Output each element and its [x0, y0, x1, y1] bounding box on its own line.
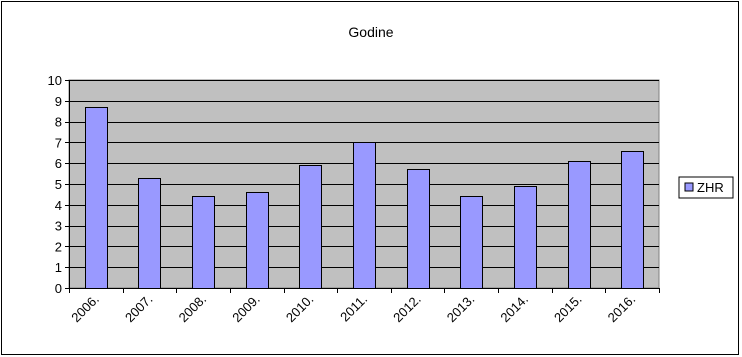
legend: ZHR [678, 176, 734, 199]
x-tick-label-2015: 2015. [551, 292, 585, 326]
bar-2006 [85, 107, 108, 289]
y-tick-label-3: 3 [55, 219, 62, 234]
y-tick-label-0: 0 [55, 281, 62, 296]
bar-2016 [621, 151, 644, 289]
bar-2014 [514, 186, 537, 289]
y-tick-label-6: 6 [55, 156, 62, 171]
y-tick-label-1: 1 [55, 260, 62, 275]
bar-2015 [568, 161, 591, 289]
y-tick-label-2: 2 [55, 239, 62, 254]
x-tick-label-2010: 2010. [283, 292, 317, 326]
y-tick-label-9: 9 [55, 94, 62, 109]
x-tick-label-2008: 2008. [176, 292, 210, 326]
bars [85, 107, 644, 289]
y-axis-ticks: 0 1 2 3 4 5 6 7 8 9 10 [48, 73, 69, 296]
x-tick-label-2016: 2016. [605, 292, 639, 326]
x-tick-label-2007: 2007. [122, 292, 156, 326]
x-tick-label-2012: 2012. [390, 292, 424, 326]
bar-2013 [460, 196, 483, 289]
legend-swatch [684, 182, 694, 192]
y-tick-label-7: 7 [55, 135, 62, 150]
y-tick-label-10: 10 [48, 73, 62, 88]
legend-label-zhr: ZHR [697, 180, 724, 195]
bar-2008 [192, 196, 215, 289]
chart-title: Godine [348, 24, 394, 40]
x-tick-label-2013: 2013. [444, 292, 478, 326]
legend-box [678, 176, 734, 199]
x-axis-ticks: 2006. 2007. 2008. 2009. 2010. 2011. 2012. 2013.… [68, 288, 660, 326]
x-tick-label-2006: 2006. [68, 292, 102, 326]
bar-2011 [353, 142, 376, 289]
bar-2012 [407, 169, 430, 289]
y-tick-label-4: 4 [55, 198, 62, 213]
y-tick-label-8: 8 [55, 115, 62, 130]
y-tick-label-5: 5 [55, 177, 62, 192]
bar-2007 [138, 178, 161, 289]
bar-2010 [299, 165, 322, 289]
bar-2009 [246, 192, 269, 289]
axes [69, 80, 659, 289]
x-tick-label-2014: 2014. [497, 292, 531, 326]
x-tick-label-2011: 2011. [337, 292, 370, 325]
x-tick-label-2009: 2009. [229, 292, 263, 326]
